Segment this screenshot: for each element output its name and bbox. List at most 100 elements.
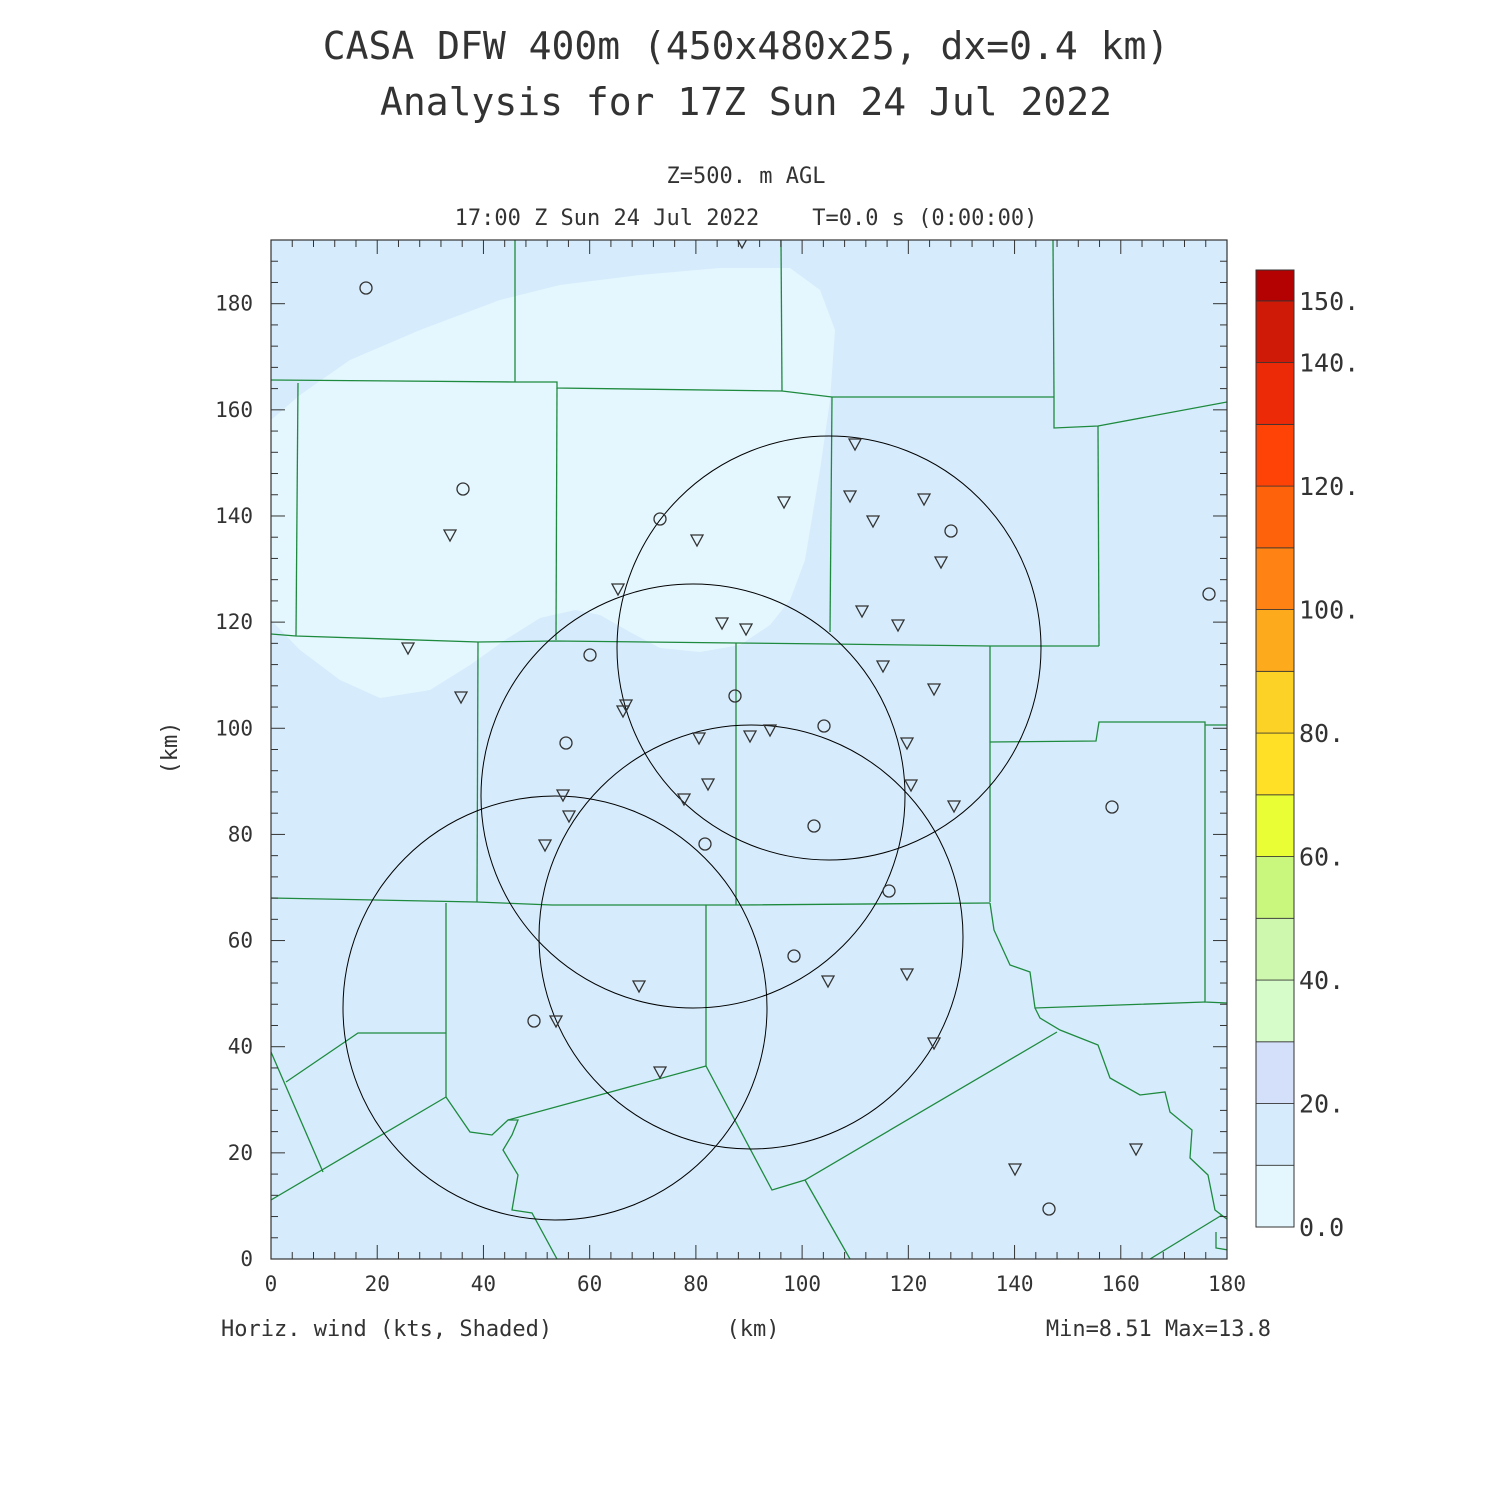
y-tick-label: 160 <box>215 398 253 422</box>
station-triangle-marker <box>631 980 647 994</box>
x-tick-label: 100 <box>783 1272 821 1296</box>
station-circle-marker <box>1105 800 1119 814</box>
y-tick-label: 140 <box>215 504 253 528</box>
station-triangle-marker <box>736 240 748 250</box>
x-tick-label: 80 <box>683 1272 708 1296</box>
station-triangle-marker <box>442 529 458 543</box>
station-triangle-marker <box>762 724 778 738</box>
colorbar-band <box>1255 1103 1295 1166</box>
x-tick-label: 140 <box>996 1272 1034 1296</box>
station-triangle-marker <box>916 493 932 507</box>
colorbar-band <box>1255 269 1295 302</box>
radar-ring <box>538 724 964 1150</box>
colorbar-band <box>1255 1041 1295 1104</box>
observation-stations <box>359 240 1216 1216</box>
x-tick-label: 60 <box>577 1272 602 1296</box>
colorbar-frame <box>1255 269 1295 1228</box>
station-triangle-marker <box>890 619 906 633</box>
station-triangle-marker <box>738 623 754 637</box>
y-tick-label: 20 <box>228 1141 253 1165</box>
colorbar-label: 80. <box>1299 719 1344 748</box>
colorbar-label: 150. <box>1299 287 1359 316</box>
station-triangle-marker <box>561 810 577 824</box>
low-wind-region <box>271 268 835 698</box>
station-triangle-marker <box>400 642 416 656</box>
y-tick-label: 180 <box>215 292 253 316</box>
station-triangle-marker <box>854 605 870 619</box>
subtitle-time: 17:00 Z Sun 24 Jul 2022 T=0.0 s (0:00:00… <box>455 206 1038 231</box>
station-triangle-marker <box>700 778 716 792</box>
station-triangle-marker <box>903 779 919 793</box>
x-axis-tick-labels: 0 20 40 60 80 100 120 140 160 180 <box>265 1272 1246 1296</box>
station-triangle-marker <box>714 617 730 631</box>
station-circle-marker <box>817 719 831 733</box>
x-tick-label: 0 <box>265 1272 278 1296</box>
subtitle-level: Z=500. m AGL <box>667 164 826 189</box>
colorbar-label: 120. <box>1299 472 1359 501</box>
colorbar-band <box>1255 300 1295 364</box>
station-triangle-marker <box>776 496 792 510</box>
station-triangle-marker <box>689 534 705 548</box>
x-tick-label: 180 <box>1208 1272 1246 1296</box>
x-tick-label: 40 <box>471 1272 496 1296</box>
colorbar-band <box>1255 547 1295 610</box>
y-tick-label: 60 <box>228 929 253 953</box>
station-circle-marker <box>807 819 821 833</box>
station-triangle-marker <box>899 737 915 751</box>
radar-ring <box>480 583 906 1009</box>
station-triangle-marker <box>610 583 626 597</box>
station-triangle-marker <box>453 691 469 705</box>
colorbar <box>1255 269 1295 1228</box>
footer-field-label: Horiz. wind (kts, Shaded) <box>221 1317 552 1342</box>
station-triangle-marker <box>742 730 758 744</box>
title-line2: Analysis for 17Z Sun 24 Jul 2022 <box>380 80 1112 124</box>
colorbar-band <box>1255 609 1295 672</box>
station-triangle-marker <box>820 975 836 989</box>
station-triangle-marker <box>1007 1163 1023 1177</box>
radar-ring <box>342 795 768 1221</box>
axis-ticks <box>270 239 1228 1260</box>
colorbar-band <box>1255 917 1295 981</box>
footer-range: Min=8.51 Max=13.8 <box>1046 1317 1271 1342</box>
station-triangle-marker <box>615 705 631 719</box>
colorbar-band <box>1255 1164 1295 1228</box>
y-tick-label: 120 <box>215 610 253 634</box>
station-circle-marker <box>882 884 896 898</box>
station-circle-marker <box>698 837 712 851</box>
station-circle-marker <box>359 281 373 295</box>
colorbar-band <box>1255 670 1295 734</box>
station-triangle-marker <box>676 793 692 807</box>
colorbar-label: 20. <box>1299 1090 1344 1119</box>
station-triangle-marker <box>926 1037 942 1051</box>
y-axis-label: (km) <box>158 722 183 775</box>
station-circle-marker <box>1202 587 1216 601</box>
station-triangle-marker <box>691 732 707 746</box>
station-triangle-marker <box>652 1066 668 1080</box>
y-tick-label: 80 <box>228 822 253 846</box>
x-tick-label: 20 <box>365 1272 390 1296</box>
station-triangle-marker <box>946 800 962 814</box>
station-circle-marker <box>527 1014 541 1028</box>
station-circle-marker <box>653 512 667 526</box>
colorbar-band <box>1255 732 1295 796</box>
station-triangle-marker <box>847 438 863 452</box>
title-line1: CASA DFW 400m (450x480x25, dx=0.4 km) <box>323 24 1169 68</box>
colorbar-band <box>1255 979 1295 1043</box>
radar-ring <box>616 435 1042 861</box>
colorbar-labels: 0.0 20. 40. 60. 80. 100. 120. 140. 150. <box>1299 287 1359 1242</box>
y-tick-label: 0 <box>240 1247 253 1271</box>
station-triangle-marker <box>555 789 571 803</box>
station-triangle-marker <box>537 839 553 853</box>
station-triangle-marker <box>1128 1143 1144 1157</box>
station-triangle-marker <box>899 968 915 982</box>
x-axis-label: (km) <box>727 1317 780 1342</box>
station-circle-marker <box>559 736 573 750</box>
station-circle-marker <box>944 524 958 538</box>
colorbar-band <box>1255 362 1295 425</box>
county-boundaries <box>271 240 1227 1259</box>
station-triangle-marker <box>842 490 858 504</box>
colorbar-band <box>1255 794 1295 857</box>
colorbar-label: 40. <box>1299 966 1344 995</box>
y-axis-tick-labels: 0 20 40 60 80 100 120 140 160 180 <box>215 292 253 1271</box>
